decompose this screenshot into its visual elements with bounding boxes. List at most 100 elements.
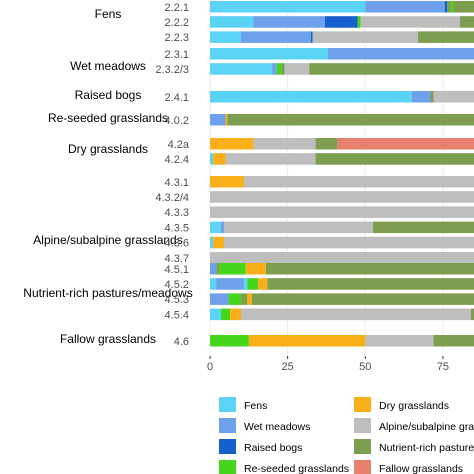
bar-segment-4-5-3-wet-meadows-0	[210, 293, 229, 305]
bar-segment-2-2-2-re-seeded-grasslands-3	[357, 16, 361, 28]
bar-segment-4-5-2-dry-grasslands-4	[258, 278, 268, 290]
bar-segment-4-5-4-fens-0	[210, 308, 221, 321]
bar-segment-4-2a-nutrient-rich-pastures-meadows-2	[315, 138, 338, 150]
legend-swatch-alpine-subalpine-grasslands	[354, 418, 371, 433]
x-tick-label-50: 50	[359, 361, 371, 373]
legend-label-wet-meadows: Wet meadows	[244, 421, 310, 433]
bar-segment-4-2-4-nutrient-rich-pastures-meadows-3	[315, 153, 474, 165]
bar-segment-2-2-2-alpine-subalpine-grasslands-4	[360, 16, 461, 28]
bar-segment-2-2-1-re-seeded-grasslands-4	[451, 1, 454, 13]
bar-segment-2-2-1-nutrient-rich-pastures-meadows-3	[447, 1, 452, 13]
bar-segment-2-2-2-nutrient-rich-pastures-meadows-5	[460, 16, 474, 28]
x-tick-label-75: 75	[437, 361, 449, 373]
group-label-nutrient-rich-pastures-meadows: Nutrient-rich pastures/meadows	[23, 286, 192, 300]
bar-segment-2-2-3-fens-0	[210, 31, 242, 43]
legend-label-raised-bogs: Raised bogs	[244, 442, 302, 454]
bar-segment-2-2-3-wet-meadows-1	[241, 31, 311, 43]
bar-segment-2-4-1-nutrient-rich-pastures-meadows-2	[430, 91, 434, 103]
bar-segment-4-2-4-alpine-subalpine-grasslands-2	[225, 153, 316, 165]
bar-segment-2-4-1-wet-meadows-1	[411, 91, 431, 103]
bar-segment-4-2a-alpine-subalpine-grasslands-1	[253, 138, 316, 150]
bar-segment-4-2-4-fens-0	[210, 153, 214, 165]
row-label-4-5-4: 4.5.4	[165, 309, 189, 321]
row-label-4-3-3: 4.3.3	[165, 207, 189, 219]
bar-segment-4-5-2-nutrient-rich-pastures-meadows-5	[267, 278, 474, 290]
bar-segment-4-5-3-nutrient-rich-pastures-meadows-4	[251, 293, 474, 305]
legend-label-alpine-subalpine-grasslands: Alpine/subalpine grasslands	[379, 421, 474, 433]
bar-segment-2-2-2-raised-bogs-2	[324, 16, 358, 28]
bar-segment-2-3-2-3-nutrient-rich-pastures-meadows-5	[309, 63, 474, 75]
x-tick-label-0: 0	[207, 361, 213, 373]
bar-segment-2-2-3-raised-bogs-2	[310, 31, 313, 43]
bar-segment-2-3-2-3-re-seeded-grasslands-2	[276, 63, 282, 75]
bar-segment-4-6-alpine-subalpine-grasslands-2	[365, 335, 434, 347]
labels: Fens 2.2.1 2.2.2 2.2.3 Wet meadows 2.3.1 2.3.2…	[23, 2, 192, 348]
bar-segment-4-5-1-wet-meadows-0	[210, 263, 217, 275]
bar-segment-4-5-4-dry-grasslands-2	[230, 308, 242, 321]
bar-segment-4-3-1-alpine-subalpine-grasslands-1	[244, 176, 474, 188]
row-label-4-3-7: 4.3.7	[165, 253, 189, 265]
row-label-4-2-4: 4.2.4	[165, 154, 189, 166]
row-label-2-2-3: 2.2.3	[165, 32, 189, 44]
legend-swatch-re-seeded-grasslands	[219, 460, 236, 474]
legend-label-dry-grasslands: Dry grasslands	[379, 400, 449, 412]
group-label-fens: Fens	[95, 7, 122, 21]
bar-segment-4-2-4-dry-grasslands-1	[213, 153, 226, 165]
row-label-4-3-5: 4.3.5	[165, 222, 189, 234]
x-tick-label-25: 25	[282, 361, 294, 373]
bar-segment-4-2a-dry-grasslands-0	[210, 138, 254, 150]
bar-segment-4-3-5-alpine-subalpine-grasslands-2	[223, 221, 374, 234]
bar-segment-2-2-1-raised-bogs-2	[444, 1, 448, 13]
group-label-alpine-subalpine-grasslands: Alpine/subalpine grasslands	[33, 233, 182, 247]
x-axis: 0 25 50 75	[207, 356, 449, 373]
bars	[210, 1, 474, 347]
row-label-4-6: 4.6	[174, 336, 189, 348]
row-label-4-2a: 4.2a	[168, 139, 190, 151]
bar-segment-4-5-1-nutrient-rich-pastures-meadows-1	[216, 263, 220, 275]
bar-segment-4-5-1-dry-grasslands-3	[245, 263, 266, 275]
group-label-raised-bogs: Raised bogs	[75, 88, 142, 102]
bar-segment-2-2-2-fens-0	[210, 16, 254, 28]
bar-segment-4-5-1-nutrient-rich-pastures-meadows-4	[265, 263, 474, 275]
group-label-dry-grasslands: Dry grasslands	[68, 142, 148, 156]
legend-label-re-seeded-grasslands: Re-seeded grasslands	[244, 463, 349, 474]
legend-swatch-wet-meadows	[219, 418, 236, 433]
bar-segment-4-3-5-fens-0	[210, 221, 221, 234]
bar-segment-4-5-1-re-seeded-grasslands-2	[219, 263, 246, 275]
bar-segment-4-5-3-re-seeded-grasslands-1	[228, 293, 242, 305]
legend-swatch-nutrient-rich-pastures-meadows	[354, 439, 371, 454]
bar-segment-2-3-2-3-nutrient-rich-pastures-meadows-3	[281, 63, 285, 75]
bar-segment-4-3-3-alpine-subalpine-grasslands-0	[210, 206, 474, 218]
bar-segment-2-2-1-fens-0	[210, 1, 366, 13]
row-label-4-3-1: 4.3.1	[165, 177, 189, 189]
bar-segment-4-0-2-nutrient-rich-pastures-meadows-2	[227, 114, 474, 126]
bar-segment-4-6-dry-grasslands-1	[248, 335, 366, 347]
bar-segment-4-3-6-alpine-subalpine-grasslands-2	[223, 236, 474, 249]
bar-segment-4-0-2-dry-grasslands-1	[225, 114, 228, 126]
bar-segment-4-5-2-wet-meadows-1	[216, 278, 245, 290]
row-label-4-5-1: 4.5.1	[165, 264, 189, 276]
row-label-2-3-2-3: 2.3.2/3	[155, 64, 189, 76]
legend-swatch-fens	[219, 397, 236, 412]
bar-segment-4-5-3-dry-grasslands-3	[247, 293, 252, 305]
row-label-2-3-1: 2.3.1	[165, 49, 189, 61]
row-label-4-5-3: 4.5.3	[165, 294, 189, 306]
row-label-4-3-6: 4.3.6	[165, 238, 189, 250]
bar-segment-4-3-5-nutrient-rich-pastures-meadows-3	[373, 221, 474, 234]
group-label-wet-meadows: Wet meadows	[70, 59, 146, 73]
bar-segment-2-4-1-fens-0	[210, 91, 412, 103]
bar-segment-4-5-2-fens-0	[210, 278, 217, 290]
bar-segment-2-3-2-3-alpine-subalpine-grasslands-4	[284, 63, 310, 75]
bar-segment-2-4-1-alpine-subalpine-grasslands-3	[433, 91, 474, 103]
bar-segment-2-3-2-3-wet-meadows-1	[272, 63, 277, 75]
bar-segment-4-6-re-seeded-grasslands-0	[210, 335, 249, 347]
bar-segment-2-3-2-3-fens-0	[210, 63, 273, 75]
legend-swatch-fallow-grasslands	[354, 460, 371, 474]
bar-segment-4-5-4-alpine-subalpine-grasslands-3	[241, 308, 471, 321]
row-label-4-0-2: 4.0.2	[165, 115, 189, 127]
row-label-4-3-2-4: 4.3.2/4	[155, 192, 189, 204]
legend: Fens Dry grasslands Wet meadows Alpine/suba…	[219, 397, 474, 474]
bar-segment-4-3-6-dry-grasslands-1	[213, 236, 224, 249]
bar-segment-2-3-1-wet-meadows-1	[328, 48, 474, 60]
